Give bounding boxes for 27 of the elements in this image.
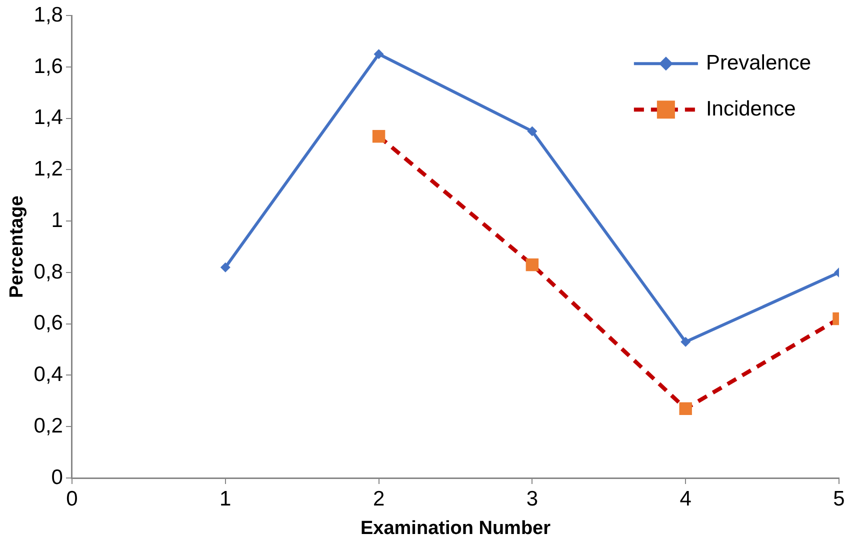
- y-tick-label: 0,6: [34, 312, 63, 335]
- y-tick-label: 1,4: [34, 106, 64, 130]
- y-tick-label: 1,8: [34, 3, 63, 26]
- y-tick-label: 0,8: [34, 260, 63, 284]
- y-axis-title: Percentage: [6, 196, 28, 298]
- y-tick-label: 1,2: [34, 158, 63, 181]
- y-tick-label: 1,6: [34, 54, 63, 78]
- x-tick-label: 2: [372, 487, 385, 510]
- point: [527, 126, 538, 136]
- x-tick-label: 3: [526, 487, 538, 510]
- point: [679, 402, 692, 416]
- point: [526, 258, 539, 272]
- point: [680, 336, 691, 347]
- y-tick-label: 0,4: [34, 363, 64, 386]
- x-tick-label: 5: [833, 487, 845, 510]
- legend-label: Incidence: [706, 97, 796, 120]
- point: [374, 49, 384, 60]
- point: [220, 262, 230, 272]
- x-tick-label: 4: [680, 487, 692, 510]
- point: [372, 130, 386, 143]
- y-tick-label: 1: [51, 208, 63, 232]
- x-tick-label: 0: [66, 487, 78, 510]
- y-tick-label: 0,2: [34, 414, 63, 438]
- legend-label: Prevalence: [706, 51, 811, 74]
- x-tick-label: 1: [220, 487, 232, 510]
- y-tick-label: 0: [51, 466, 63, 489]
- x-axis-title: Examination Number: [360, 518, 552, 539]
